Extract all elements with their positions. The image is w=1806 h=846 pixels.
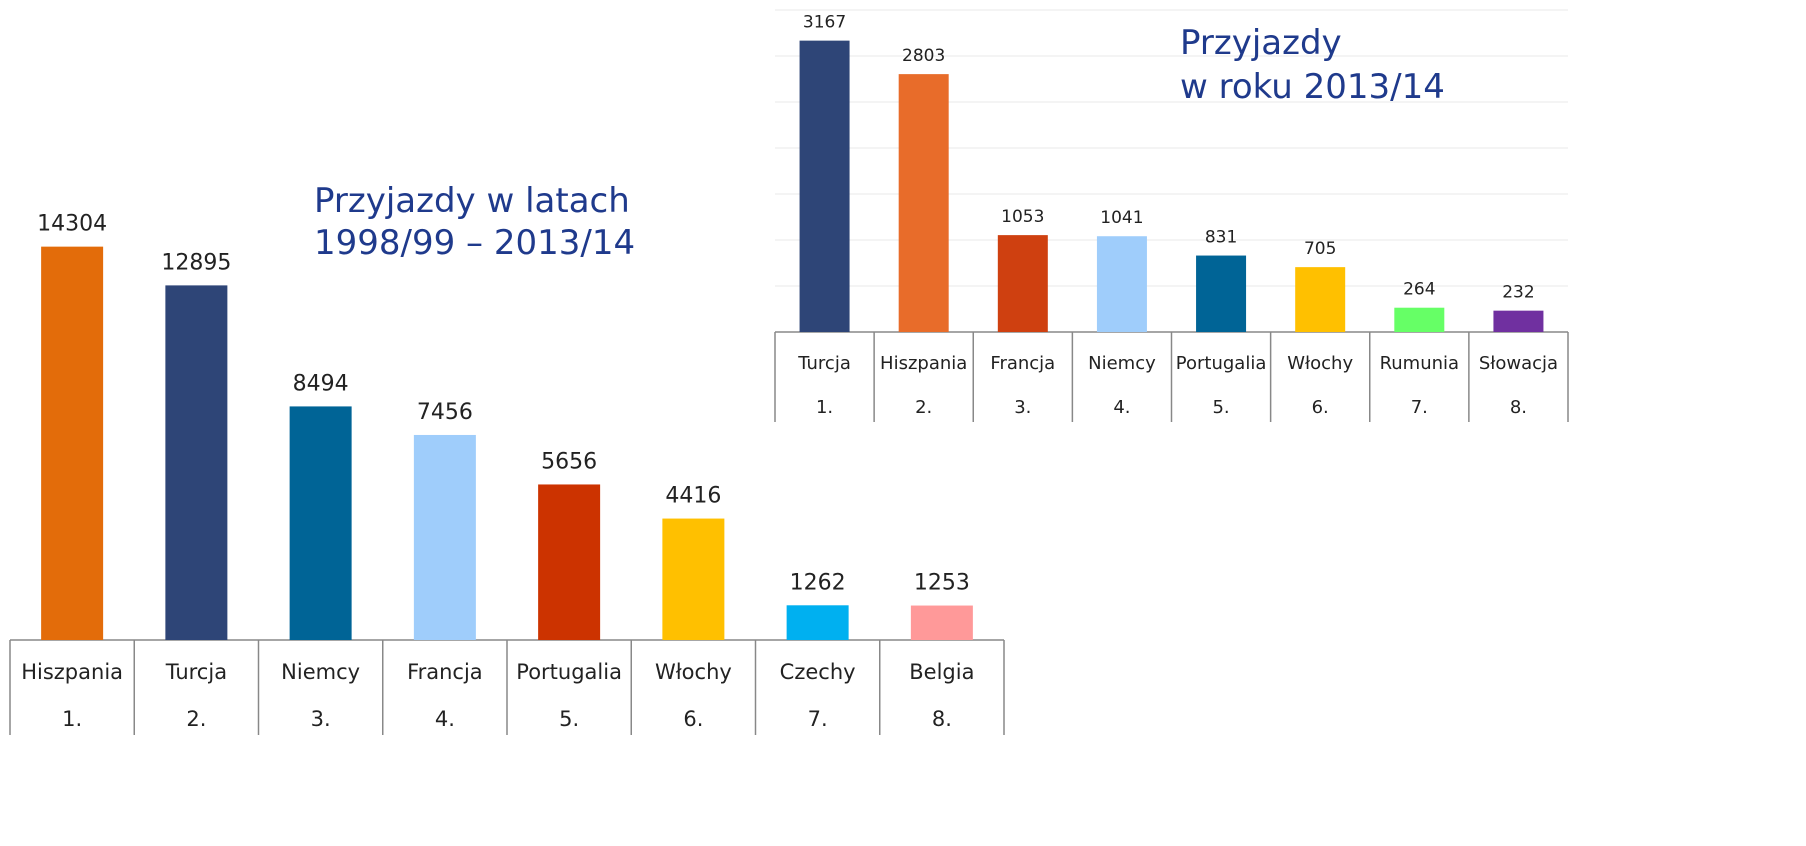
value-label: 1053 <box>1001 207 1044 227</box>
rank-label: 4. <box>1113 397 1130 418</box>
category-label: Słowacja <box>1479 353 1558 374</box>
bar <box>1493 310 1544 332</box>
bar <box>662 518 725 640</box>
rank-label: 3. <box>311 707 331 731</box>
rank-label: 6. <box>683 707 703 731</box>
value-label: 1041 <box>1100 208 1143 228</box>
value-label: 5656 <box>541 449 597 474</box>
bar <box>289 406 352 640</box>
bar <box>165 285 228 640</box>
value-label: 8494 <box>293 371 349 396</box>
value-label: 232 <box>1502 283 1534 303</box>
bar <box>1394 307 1445 332</box>
rank-label: 8. <box>932 707 952 731</box>
category-label: Portugalia <box>516 660 622 684</box>
category-label: Portugalia <box>1176 353 1267 374</box>
category-label: Czechy <box>780 660 856 684</box>
chart-title: Przyjazdy <box>1180 23 1342 63</box>
bar <box>538 484 601 640</box>
chart-title: 1998/99 – 2013/14 <box>314 223 635 263</box>
bar <box>898 74 949 333</box>
bar <box>910 605 973 640</box>
rank-label: 4. <box>435 707 455 731</box>
rank-label: 5. <box>559 707 579 731</box>
bar <box>41 246 104 640</box>
chart-title: Przyjazdy w latach <box>314 181 630 221</box>
value-label: 1253 <box>914 571 970 596</box>
rank-label: 2. <box>186 707 206 731</box>
value-label: 3167 <box>803 13 846 33</box>
bar <box>1096 236 1147 332</box>
category-label: Francja <box>990 353 1055 374</box>
value-label: 14304 <box>37 212 107 237</box>
bar <box>1295 267 1346 332</box>
value-label: 12895 <box>161 250 231 275</box>
value-label: 264 <box>1403 280 1435 300</box>
rank-label: 8. <box>1510 397 1527 418</box>
value-label: 2803 <box>902 46 945 66</box>
bar <box>413 434 476 640</box>
value-label: 4416 <box>665 484 721 509</box>
category-label: Włochy <box>1287 353 1353 374</box>
category-label: Rumunia <box>1380 353 1460 374</box>
category-label: Niemcy <box>281 660 360 684</box>
bar <box>786 605 849 640</box>
category-label: Turcja <box>165 660 227 684</box>
rank-label: 7. <box>1411 397 1428 418</box>
bar <box>1196 255 1247 332</box>
value-label: 1262 <box>790 570 846 595</box>
category-label: Hiszpania <box>21 660 123 684</box>
value-label: 7456 <box>417 400 473 425</box>
rank-label: 5. <box>1212 397 1229 418</box>
bar <box>997 235 1048 332</box>
category-label: Włochy <box>655 660 732 684</box>
rank-label: 3. <box>1014 397 1031 418</box>
chart-title: w roku 2013/14 <box>1180 67 1445 107</box>
category-label: Belgia <box>909 660 974 684</box>
value-label: 831 <box>1205 228 1237 248</box>
category-label: Francja <box>407 660 483 684</box>
rank-label: 1. <box>62 707 82 731</box>
category-label: Turcja <box>797 353 851 374</box>
category-label: Niemcy <box>1088 353 1156 374</box>
rank-label: 2. <box>915 397 932 418</box>
rank-label: 7. <box>808 707 828 731</box>
bar <box>799 40 850 333</box>
value-label: 705 <box>1304 239 1336 259</box>
rank-label: 1. <box>816 397 833 418</box>
category-label: Hiszpania <box>880 353 967 374</box>
rank-label: 6. <box>1312 397 1329 418</box>
